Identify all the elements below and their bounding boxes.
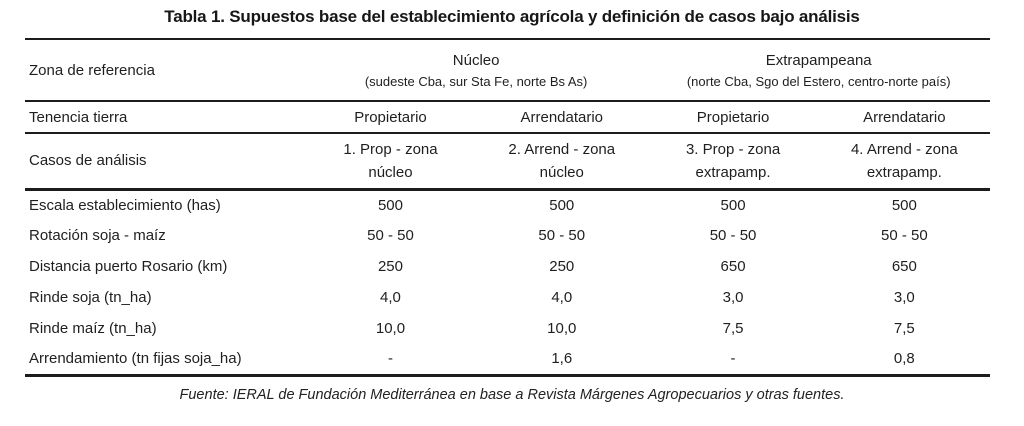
page-title: Tabla 1. Supuestos base del establecimie… <box>164 7 860 26</box>
tenencia-cell-2: Arrendatario <box>476 101 648 134</box>
value-cell: 250 <box>377 258 403 275</box>
row-label: Rinde maíz (tn_ha) <box>29 320 157 337</box>
row-rotacion-soja-maiz: Rotación soja - maíz 50 - 50 50 - 50 50 … <box>25 220 990 251</box>
value-cell: 500 <box>720 196 746 214</box>
value-cell: 650 <box>720 258 746 275</box>
tenencia-cell-4: Arrendatario <box>818 101 990 134</box>
value-cell: 50 - 50 <box>880 227 928 244</box>
assumptions-table: Zona de referencia Núcleo (sudeste Cba, … <box>25 38 990 377</box>
value-cell: 4,0 <box>551 289 573 306</box>
tenencia-cell-1: Propietario <box>304 101 477 134</box>
value-cell: 650 <box>891 258 917 275</box>
value-cell: 500 <box>377 196 403 214</box>
row-label: Escala establecimiento (has) <box>29 196 221 214</box>
caso-4-line2: extrapamp. <box>866 163 942 181</box>
row-arrendamiento: Arrendamiento (tn fijas soja_ha) - 1,6 -… <box>25 344 990 375</box>
row-label: Arrendamiento (tn fijas soja_ha) <box>29 350 242 368</box>
value-cell: 4,0 <box>380 289 401 306</box>
row-escala-establecimiento: Escala establecimiento (has) 500 500 500… <box>25 189 990 220</box>
zona-row: Zona de referencia Núcleo (sudeste Cba, … <box>25 39 990 102</box>
value-cell: 50 - 50 <box>709 227 757 244</box>
tenencia-row: Tenencia tierra Propietario Arrendatario… <box>25 101 990 134</box>
caso-2-line1: 2. Arrend - zona <box>508 140 616 158</box>
row-distancia-puerto-rosario: Distancia puerto Rosario (km) 250 250 65… <box>25 251 990 282</box>
value-cell: 10,0 <box>547 320 577 337</box>
row-rinde-maiz: Rinde maíz (tn_ha) 10,0 10,0 7,5 7,5 <box>25 313 990 344</box>
value-cell: 0,8 <box>893 350 915 368</box>
value-cell: 3,0 <box>893 289 915 306</box>
value-cell: 7,5 <box>893 320 915 337</box>
value-cell: - <box>730 350 736 368</box>
caso-cell-2: 2. Arrend - zona núcleo <box>476 133 648 191</box>
source-note: Fuente: IERAL de Fundación Mediterránea … <box>179 386 845 403</box>
value-cell: 3,0 <box>722 289 744 306</box>
row-label: Rinde soja (tn_ha) <box>29 289 152 306</box>
zone-extrapampeana-cell: Extrapampeana (norte Cba, Sgo del Estero… <box>647 39 990 102</box>
zone-nucleo-cell: Núcleo (sudeste Cba, sur Sta Fe, norte B… <box>304 39 648 102</box>
value-cell: 500 <box>549 196 575 214</box>
caso-4-line1: 4. Arrend - zona <box>850 140 958 158</box>
zone-nucleo-detail: (sudeste Cba, sur Sta Fe, norte Bs As) <box>364 73 588 89</box>
value-cell: 10,0 <box>375 320 406 337</box>
row-label: Rotación soja - maíz <box>29 227 166 244</box>
casos-row-label: Casos de análisis <box>25 133 305 191</box>
row-label: Distancia puerto Rosario (km) <box>29 258 228 275</box>
caso-3-line1: 3. Prop - zona <box>685 140 781 158</box>
value-cell: 500 <box>891 196 917 214</box>
value-cell: 50 - 50 <box>367 227 414 244</box>
caso-cell-1: 1. Prop - zona núcleo <box>304 133 477 191</box>
casos-row: Casos de análisis 1. Prop - zona núcleo … <box>25 133 990 191</box>
tenencia-row-label: Tenencia tierra <box>25 101 305 134</box>
caso-1-line1: 1. Prop - zona <box>343 140 438 158</box>
zona-row-label: Zona de referencia <box>25 39 305 102</box>
caso-cell-3: 3. Prop - zona extrapamp. <box>647 133 819 191</box>
caso-1-line2: núcleo <box>368 163 413 181</box>
zone-extrapampeana-name: Extrapampeana <box>765 51 872 69</box>
value-cell: 1,6 <box>551 350 573 368</box>
row-rinde-soja: Rinde soja (tn_ha) 4,0 4,0 3,0 3,0 <box>25 282 990 313</box>
zone-extrapampeana-detail: (norte Cba, Sgo del Estero, centro-norte… <box>686 73 951 89</box>
caso-3-line2: extrapamp. <box>695 163 771 181</box>
value-cell: - <box>387 350 393 368</box>
value-cell: 50 - 50 <box>538 227 586 244</box>
caso-2-line2: núcleo <box>539 163 584 181</box>
caso-cell-4: 4. Arrend - zona extrapamp. <box>818 133 990 191</box>
value-cell: 7,5 <box>722 320 744 337</box>
tenencia-cell-3: Propietario <box>647 101 819 134</box>
value-cell: 250 <box>549 258 575 275</box>
zone-nucleo-name: Núcleo <box>452 51 500 69</box>
